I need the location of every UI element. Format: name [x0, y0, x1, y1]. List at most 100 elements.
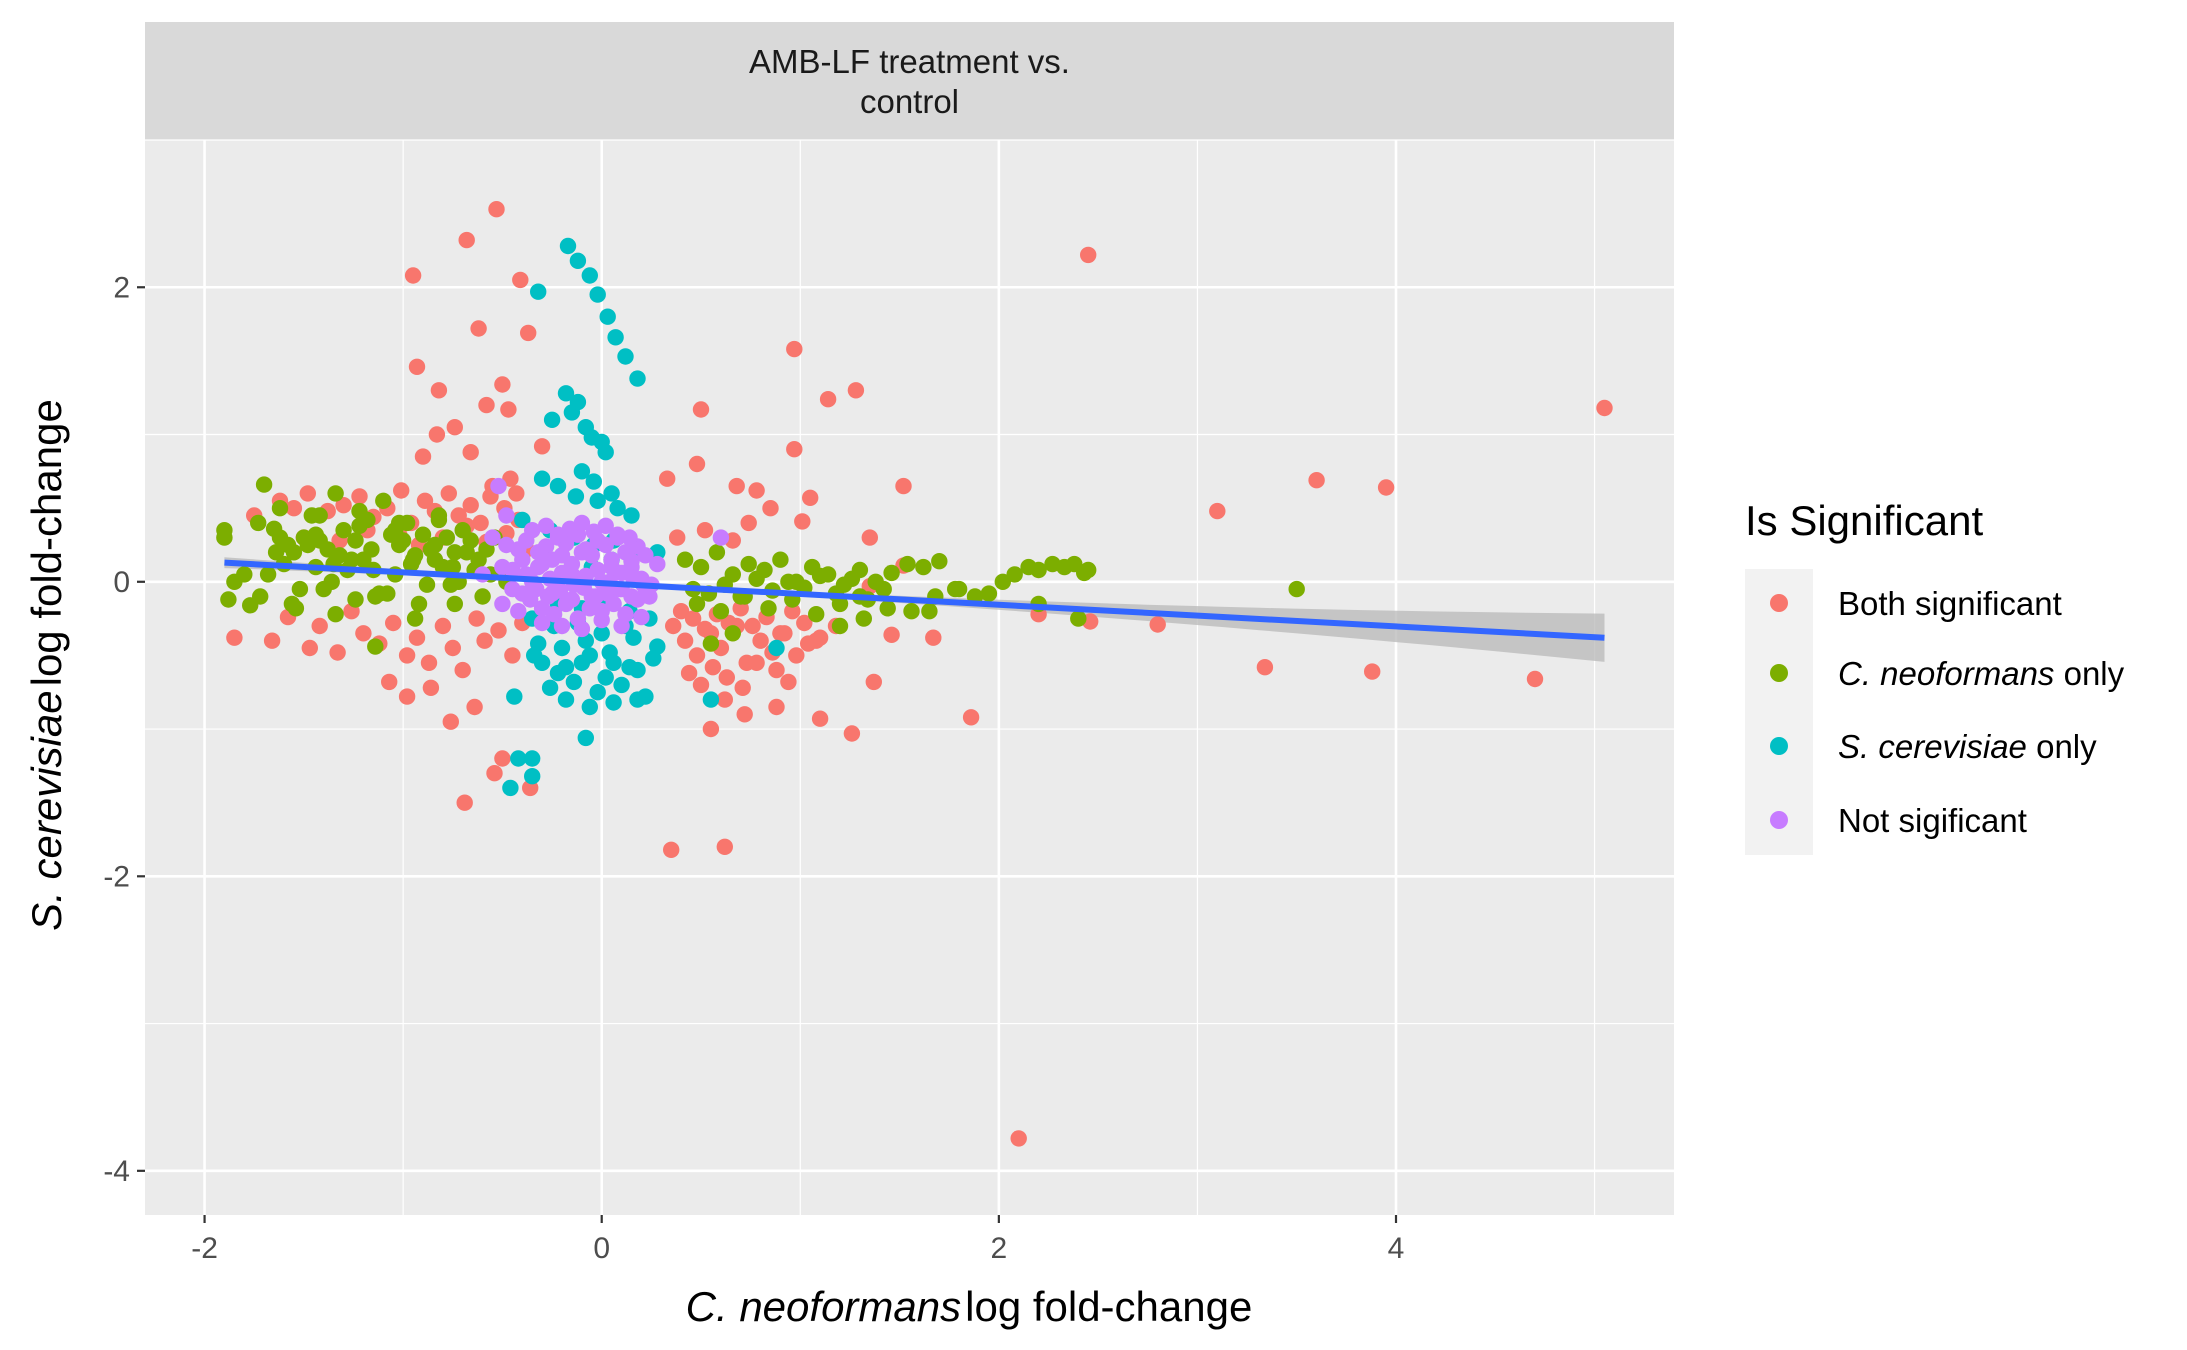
point-both [1080, 246, 1097, 264]
point-both [494, 376, 511, 393]
point-none [537, 538, 555, 555]
point-both [688, 647, 706, 664]
point-none [623, 588, 640, 605]
series-none [474, 477, 730, 638]
point-cneo [446, 595, 463, 613]
point-cneo [808, 606, 825, 623]
point-both [665, 617, 682, 635]
point-both [680, 664, 698, 682]
legend-swatch-scer [1770, 737, 1788, 755]
facet-title-line-2: control [860, 83, 959, 120]
point-both [811, 710, 829, 727]
point-scer [593, 625, 610, 642]
point-both [285, 500, 303, 517]
point-cneo [216, 529, 233, 546]
point-both [734, 679, 751, 696]
point-none [573, 514, 591, 532]
point-cneo [831, 617, 849, 635]
y-axis-title: S. cerevisiaelog fold-change [23, 399, 70, 931]
point-both [500, 401, 517, 418]
point-none [637, 547, 654, 564]
x-tick-label: 0 [593, 1232, 610, 1265]
point-both [895, 477, 912, 495]
point-scer [583, 429, 600, 446]
point-none [563, 555, 581, 573]
x-tick-label: 2 [991, 1232, 1008, 1265]
point-scer [533, 470, 551, 487]
point-scer [625, 629, 642, 646]
point-none [649, 555, 666, 573]
x-axis-title-italic: C. neoformans [686, 1283, 961, 1330]
point-scer [621, 659, 638, 676]
point-scer [559, 237, 577, 255]
point-none [498, 507, 515, 524]
point-none [633, 608, 650, 626]
point-scer [573, 654, 591, 671]
point-both [226, 629, 243, 646]
point-cneo [724, 625, 741, 642]
point-both [472, 514, 489, 532]
point-both [422, 679, 440, 696]
point-none [484, 529, 501, 546]
point-both [416, 492, 434, 509]
point-cneo [692, 558, 710, 576]
point-none [597, 517, 614, 534]
point-cneo [748, 570, 765, 587]
point-none [537, 517, 555, 534]
point-both [430, 382, 448, 399]
point-both [490, 622, 507, 639]
point-cneo [1030, 561, 1047, 579]
point-none [530, 558, 547, 576]
y-tick-label: 0 [113, 566, 130, 599]
point-cneo [430, 511, 448, 529]
point-both [883, 626, 900, 643]
point-both [1377, 479, 1395, 496]
legend-label-scer-italic: S. cerevisiae [1838, 728, 2027, 765]
point-scer [629, 370, 646, 387]
point-cneo [410, 595, 428, 613]
point-scer [565, 673, 583, 691]
facet-title-line-1: AMB-LF treatment vs. [749, 43, 1070, 80]
point-both [728, 477, 745, 495]
point-scer [567, 488, 585, 505]
point-both [508, 485, 525, 502]
point-both [768, 698, 785, 716]
point-both [780, 673, 797, 691]
point-both [398, 688, 416, 705]
point-cneo [307, 526, 324, 543]
point-both [688, 455, 706, 473]
point-both [861, 529, 878, 546]
point-both [925, 629, 942, 646]
point-none [712, 529, 730, 546]
point-scer [549, 664, 567, 682]
point-both [488, 201, 505, 218]
point-both [718, 669, 735, 686]
point-scer [589, 684, 606, 701]
point-none [528, 580, 545, 598]
point-both [502, 470, 519, 487]
point-both [476, 632, 493, 649]
point-both [398, 647, 416, 664]
point-both [672, 603, 690, 620]
point-cneo [676, 551, 694, 568]
point-both [786, 340, 803, 358]
point-scer [553, 639, 571, 657]
point-cneo [315, 580, 332, 598]
legend: Is Significant Both significant C. neofo… [1745, 497, 2125, 855]
point-scer [541, 679, 559, 696]
point-scer [581, 267, 598, 284]
point-both [692, 401, 710, 418]
point-both [456, 794, 473, 811]
point-both [1209, 502, 1226, 520]
point-cneo [367, 638, 384, 655]
legend-label-scer: S. cerevisiae only [1838, 728, 2097, 765]
point-both [301, 639, 318, 657]
point-both [263, 632, 281, 649]
point-cneo [1288, 580, 1305, 598]
point-cneo [899, 555, 916, 573]
point-scer [557, 691, 575, 708]
point-both [428, 426, 446, 443]
point-cneo [1080, 561, 1097, 579]
point-both [414, 448, 432, 465]
